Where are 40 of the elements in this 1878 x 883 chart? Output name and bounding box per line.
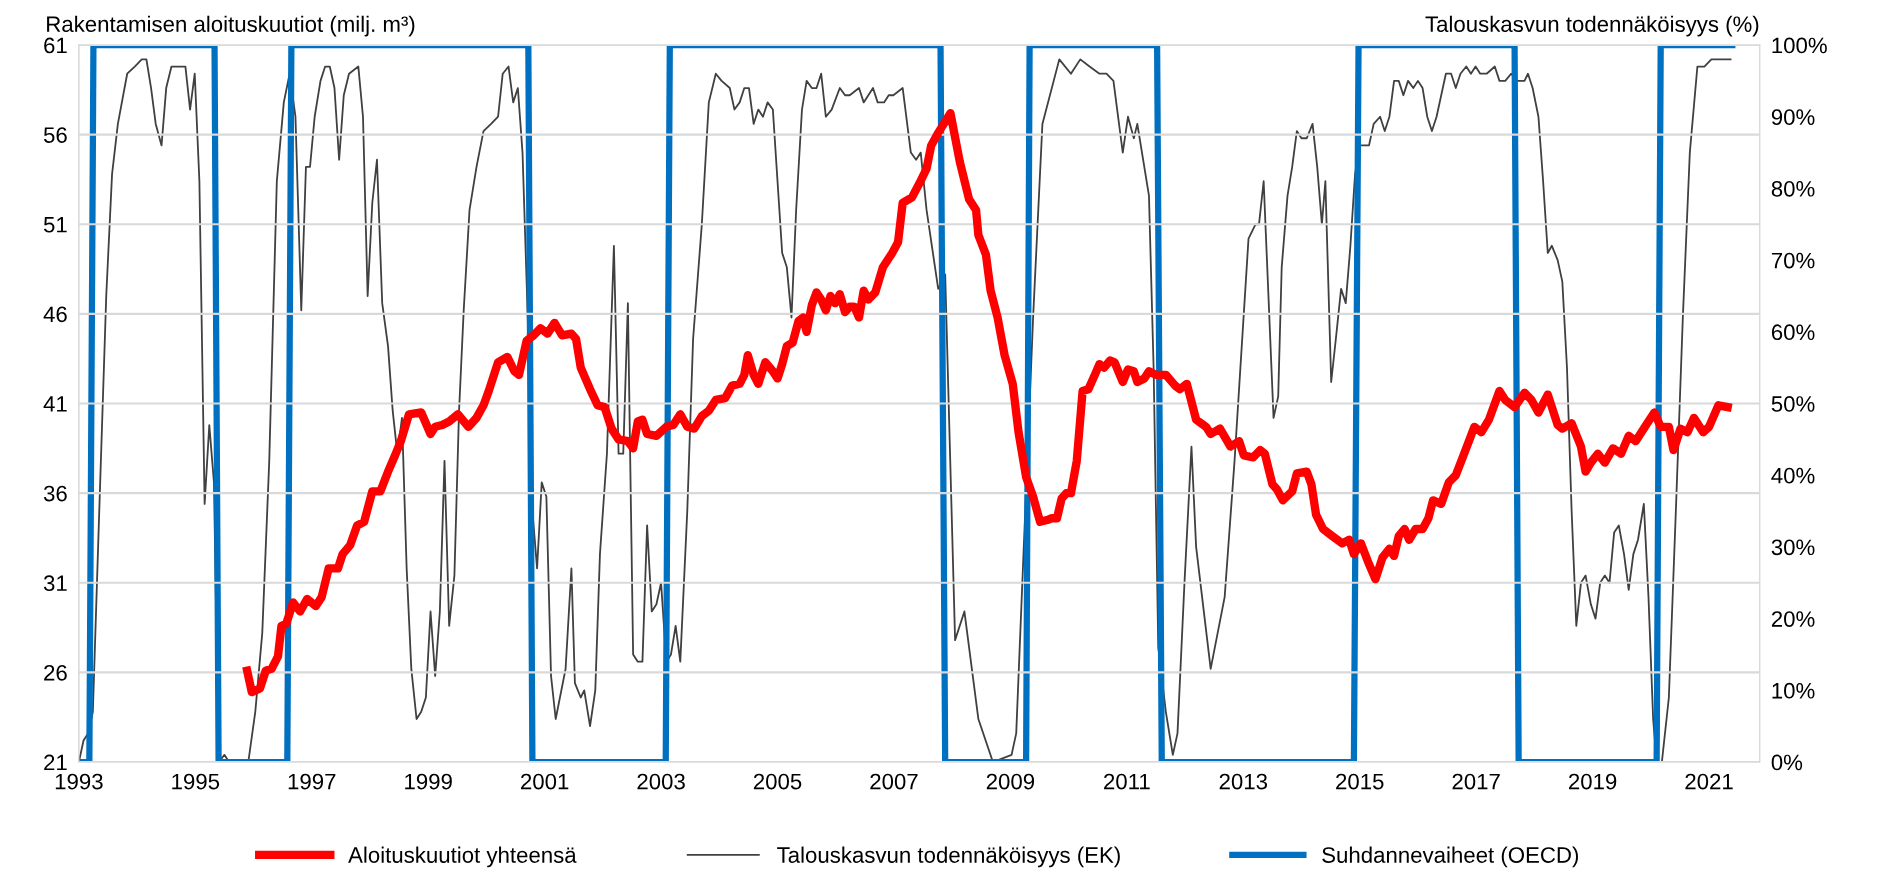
x-tick-label: 2001 <box>521 773 569 790</box>
legend-label: Suhdannevaiheet (OECD) <box>1322 846 1578 868</box>
y-tick-label: 46 <box>43 306 67 323</box>
y-tick-label: 31 <box>43 575 67 592</box>
y-tick-label: 41 <box>43 396 67 412</box>
x-tick-label: 2011 <box>1104 773 1150 790</box>
x-tick-label: 2005 <box>753 773 802 790</box>
legend-label: Aloituskuutiot yhteensä <box>348 846 577 868</box>
y2-tick-label: 100% <box>1772 37 1827 54</box>
y2-tick-label: 20% <box>1771 611 1815 627</box>
y-tick-label: 36 <box>43 485 67 502</box>
x-tick-label: 2007 <box>870 773 918 790</box>
x-tick-label: 1993 <box>55 773 103 790</box>
y-axis-title: Rakentamisen aloituskuutiot (milj. m³) <box>47 15 415 37</box>
x-tick-label: 2017 <box>1452 773 1500 790</box>
x-tick-label: 2009 <box>986 773 1035 790</box>
y2-tick-label: 10% <box>1772 682 1815 699</box>
y-tick-label: 51 <box>43 217 67 233</box>
legend-label: Talouskasvun todennäköisyys (EK) <box>777 846 1120 868</box>
y2-axis-title: Talouskasvun todennäköisyys (%) <box>1425 15 1759 37</box>
y2-tick-label: 40% <box>1771 467 1815 484</box>
x-tick-label: 1999 <box>405 773 452 790</box>
y2-tick-label: 70% <box>1771 252 1815 269</box>
x-tick-label: 2015 <box>1336 773 1384 790</box>
y2-tick-label: 30% <box>1771 539 1815 556</box>
y2-tick-label: 90% <box>1771 109 1815 125</box>
y-tick-label: 61 <box>44 37 67 54</box>
y-tick-label: 56 <box>43 127 67 143</box>
x-tick-label: 1995 <box>172 773 220 790</box>
y2-tick-label: 80% <box>1771 180 1815 197</box>
x-tick-label: 2003 <box>637 773 685 790</box>
y2-tick-label: 0% <box>1771 754 1803 771</box>
x-tick-label: 2021 <box>1685 773 1733 790</box>
x-tick-label: 1997 <box>288 773 336 790</box>
y2-tick-label: 60% <box>1771 324 1815 341</box>
y-tick-label: 21 <box>44 754 67 771</box>
x-tick-label: 2019 <box>1569 773 1617 790</box>
y2-tick-label: 50% <box>1771 396 1815 412</box>
y-tick-label: 26 <box>44 664 67 681</box>
x-tick-label: 2013 <box>1219 773 1268 790</box>
